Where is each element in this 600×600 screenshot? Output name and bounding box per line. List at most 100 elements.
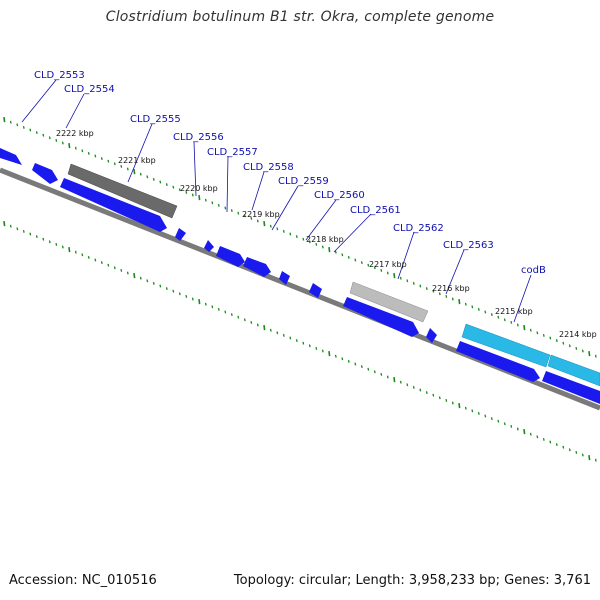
gene-arrow[interactable] [243,257,271,277]
gene-label-CLD_2559[interactable]: CLD_2559 [278,176,329,187]
minor-tick [126,271,129,275]
gene-arrow[interactable] [456,341,540,382]
gene-arrow[interactable] [542,371,600,404]
leader-line [226,155,229,213]
gene-label-codB[interactable]: codB [521,265,546,276]
minor-tick [360,261,363,265]
minor-tick [29,232,32,236]
minor-tick [276,331,279,335]
gene-arrow[interactable] [343,297,419,337]
minor-tick [94,154,97,158]
minor-tick [406,383,409,387]
minor-tick [581,349,584,353]
gene-label-CLD_2554[interactable]: CLD_2554 [64,84,115,95]
major-tick [328,247,331,253]
minor-tick [211,305,214,309]
minor-tick [425,391,428,395]
minor-tick [347,255,350,259]
gene-arrow[interactable] [32,163,58,184]
minor-tick [477,411,480,415]
gene-arrow[interactable] [175,228,186,241]
minor-tick [568,448,571,452]
inner-tick-ring [3,221,597,462]
minor-tick [100,157,103,161]
minor-tick [172,289,175,293]
minor-tick [490,313,493,317]
major-tick [263,325,266,331]
minor-tick [107,159,110,163]
minor-tick [562,341,565,345]
gene-label-CLD_2561[interactable]: CLD_2561 [350,205,401,216]
minor-tick [445,294,448,298]
minor-tick [269,224,272,228]
minor-tick [217,307,220,311]
genome-title: Clostridium botulinum B1 str. Okra, comp… [105,9,495,25]
minor-tick [22,229,25,233]
gene-label-CLD_2556[interactable]: CLD_2556 [173,132,224,143]
minor-tick [380,372,383,376]
minor-tick [55,242,58,246]
gene-label-CLD_2557[interactable]: CLD_2557 [207,147,258,158]
minor-tick [464,302,467,306]
minor-tick [373,370,376,374]
minor-tick [315,242,318,246]
minor-tick [562,445,565,449]
leader-line [397,231,415,280]
minor-tick [289,336,292,340]
gene-label-CLD_2560[interactable]: CLD_2560 [314,190,365,201]
gene-arrow[interactable] [216,246,245,267]
gene-arrow[interactable] [204,240,214,252]
leader-line [305,199,337,241]
gene-arrow[interactable] [309,283,322,298]
minor-tick [549,440,552,444]
gene-arrow[interactable] [279,271,290,285]
gene-label-CLD_2562[interactable]: CLD_2562 [393,223,444,234]
minor-tick [471,305,474,309]
gene-label-CLD_2558[interactable]: CLD_2558 [243,162,294,173]
minor-tick [256,323,259,327]
minor-tick [373,266,376,270]
minor-tick [425,287,428,291]
minor-tick [120,164,123,168]
gene-block-light-gray[interactable] [349,281,429,323]
gene-arrow[interactable] [426,328,437,343]
minor-tick [477,307,480,311]
major-tick [588,351,591,357]
gene-label-CLD_2555[interactable]: CLD_2555 [130,114,181,125]
tick-label-2215: 2215 kbp [495,307,533,316]
gene-arrow[interactable] [0,148,22,165]
minor-tick [308,344,311,348]
gene-block-gray[interactable] [67,163,178,219]
gene-label-CLD_2563[interactable]: CLD_2563 [443,240,494,251]
minor-tick [237,315,240,319]
minor-tick [367,367,370,371]
gene-arrow[interactable] [60,178,167,232]
minor-tick [42,133,45,137]
major-tick [523,325,526,331]
minor-tick [113,266,116,270]
major-tick [133,169,136,175]
minor-tick [48,240,51,244]
minor-tick [126,167,129,171]
minor-tick [152,281,155,285]
minor-tick [276,227,279,231]
minor-tick [9,224,12,228]
minor-tick [575,346,578,350]
minor-tick [581,453,584,457]
minor-tick [406,279,409,283]
gene-block-cyan-right[interactable] [547,354,600,387]
gene-block-codB[interactable] [461,323,551,368]
minor-tick [399,276,402,280]
minor-tick [503,318,506,322]
minor-tick [555,339,558,343]
minor-tick [224,206,227,210]
minor-tick [334,354,337,358]
minor-tick [341,357,344,361]
gene-label-CLD_2553[interactable]: CLD_2553 [34,70,85,81]
minor-tick [568,344,571,348]
minor-tick [191,297,194,301]
minor-tick [490,417,493,421]
leader-line [65,93,85,129]
minor-tick [87,151,90,155]
